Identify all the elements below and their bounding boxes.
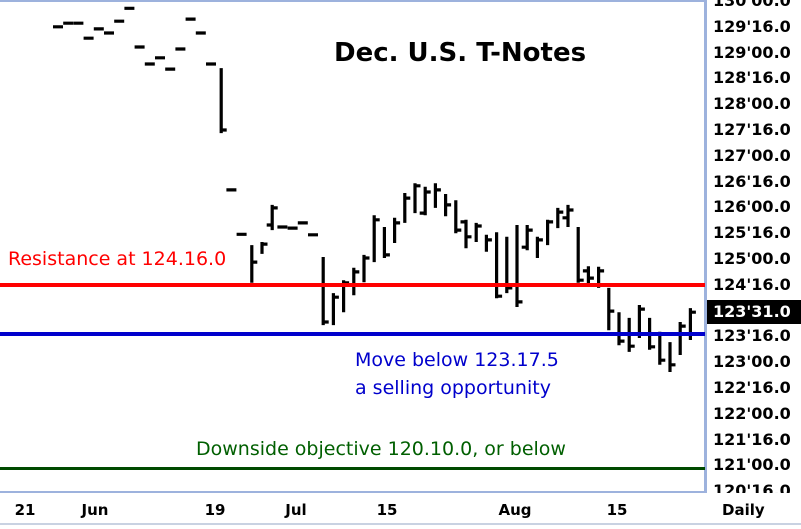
chart-title: Dec. U.S. T-Notes	[334, 38, 587, 68]
price-label: 126'16.0	[713, 171, 791, 191]
price-label: 121'00.0	[713, 455, 791, 475]
x-tick-label: Jul	[285, 501, 307, 519]
price-label: 122'16.0	[713, 378, 791, 398]
last-price-badge: 123'31.0	[707, 300, 801, 325]
plot-border-bottom	[0, 491, 709, 493]
chart-plot-area: Dec. U.S. T-Notes Resistance at 124.16.0…	[0, 0, 709, 493]
x-tick-label: Jun	[81, 501, 109, 519]
resistance-line	[0, 282, 705, 287]
price-label: 125'00.0	[713, 249, 791, 269]
x-tick-label: 15	[606, 501, 628, 519]
price-label: 124'16.0	[713, 274, 791, 294]
price-label: 120'16.0	[713, 481, 791, 493]
downside-objective-line	[0, 466, 705, 470]
price-label: 128'00.0	[713, 94, 791, 114]
sell-note-line2: a selling opportunity	[355, 377, 551, 399]
objective-label: Downside objective 120.10.0, or below	[196, 438, 566, 460]
sell-trigger-line	[0, 332, 705, 336]
price-bars	[53, 6, 696, 372]
x-tick-label: 15	[376, 501, 398, 519]
price-label: 130'00.0	[713, 0, 791, 11]
x-axis: Daily 21 Jun 19 Jul 15 Aug 15	[0, 493, 801, 529]
resistance-label: Resistance at 124.16.0	[8, 248, 227, 270]
price-label: 128'16.0	[713, 68, 791, 88]
x-tick-label: 21	[14, 501, 36, 519]
price-label: 129'00.0	[713, 42, 791, 62]
plot-border-right	[704, 0, 707, 493]
price-label: 123'00.0	[713, 352, 791, 372]
axis-separator	[0, 523, 801, 525]
price-label: 121'16.0	[713, 429, 791, 449]
price-label: 126'00.0	[713, 197, 791, 217]
price-label: 122'00.0	[713, 403, 791, 423]
price-label: 125'16.0	[713, 223, 791, 243]
y-axis: 123'31.0 130'00.0 129'16.0 129'00.0 128'16.…	[707, 0, 801, 493]
x-tick-label: 19	[204, 501, 226, 519]
price-label: 129'16.0	[713, 16, 791, 36]
price-label: 123'16.0	[713, 326, 791, 346]
sell-note-line1: Move below 123.17.5	[355, 349, 559, 371]
timeframe-label: Daily	[722, 501, 765, 519]
price-label: 127'16.0	[713, 120, 791, 140]
x-tick-label: Aug	[498, 501, 532, 519]
price-label: 127'00.0	[713, 145, 791, 165]
plot-border-top	[0, 0, 709, 2]
